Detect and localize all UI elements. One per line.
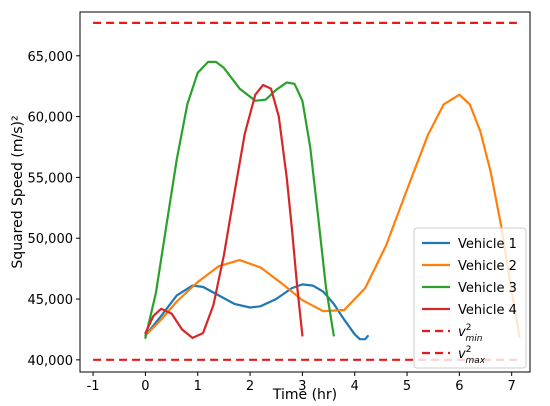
legend-label: v2 max <box>458 345 486 366</box>
y-tick-label: 40,000 <box>28 354 74 369</box>
series-line-2 <box>144 93 521 338</box>
y-tick-label: 55,000 <box>28 171 74 186</box>
y-tick-label: 50,000 <box>28 232 74 247</box>
x-tick-label: 0 <box>141 379 149 394</box>
x-tick-label: 6 <box>455 379 463 394</box>
x-tick-label: 3 <box>298 379 306 394</box>
x-tick-label: 2 <box>246 379 254 394</box>
plot-frame <box>79 11 531 373</box>
legend-label: Vehicle 4 <box>458 303 517 318</box>
y-ticks: 40,000 45,000 50,000 55,000 60,000 65,000 <box>28 50 80 369</box>
legend-label: Vehicle 2 <box>458 259 517 274</box>
legend-label: Vehicle 1 <box>458 237 517 252</box>
x-tick-label: 4 <box>351 379 359 394</box>
x-tick-label: 5 <box>403 379 411 394</box>
x-tick-label: 1 <box>194 379 202 394</box>
x-ticks: -1 0 1 2 3 4 5 6 7 <box>87 372 516 394</box>
legend-label: Vehicle 3 <box>458 281 517 296</box>
x-tick-label: -1 <box>87 379 100 394</box>
x-tick-label: 7 <box>508 379 516 394</box>
series-line-4 <box>144 83 304 339</box>
series-line-1 <box>144 283 369 341</box>
legend-label: v2 min <box>458 323 483 344</box>
y-tick-label: 65,000 <box>28 50 74 65</box>
y-axis-label: Squared Speed (m/s)² <box>10 115 26 268</box>
legend: Vehicle 1 Vehicle 2 Vehicle 3 Vehicle 4 v2 mi… <box>413 227 527 369</box>
y-tick-label: 60,000 <box>28 111 74 126</box>
y-tick-label: 45,000 <box>28 293 74 308</box>
legend-box <box>413 227 527 369</box>
series-line-3 <box>144 60 335 339</box>
x-axis-label: Time (hr) <box>272 387 337 403</box>
